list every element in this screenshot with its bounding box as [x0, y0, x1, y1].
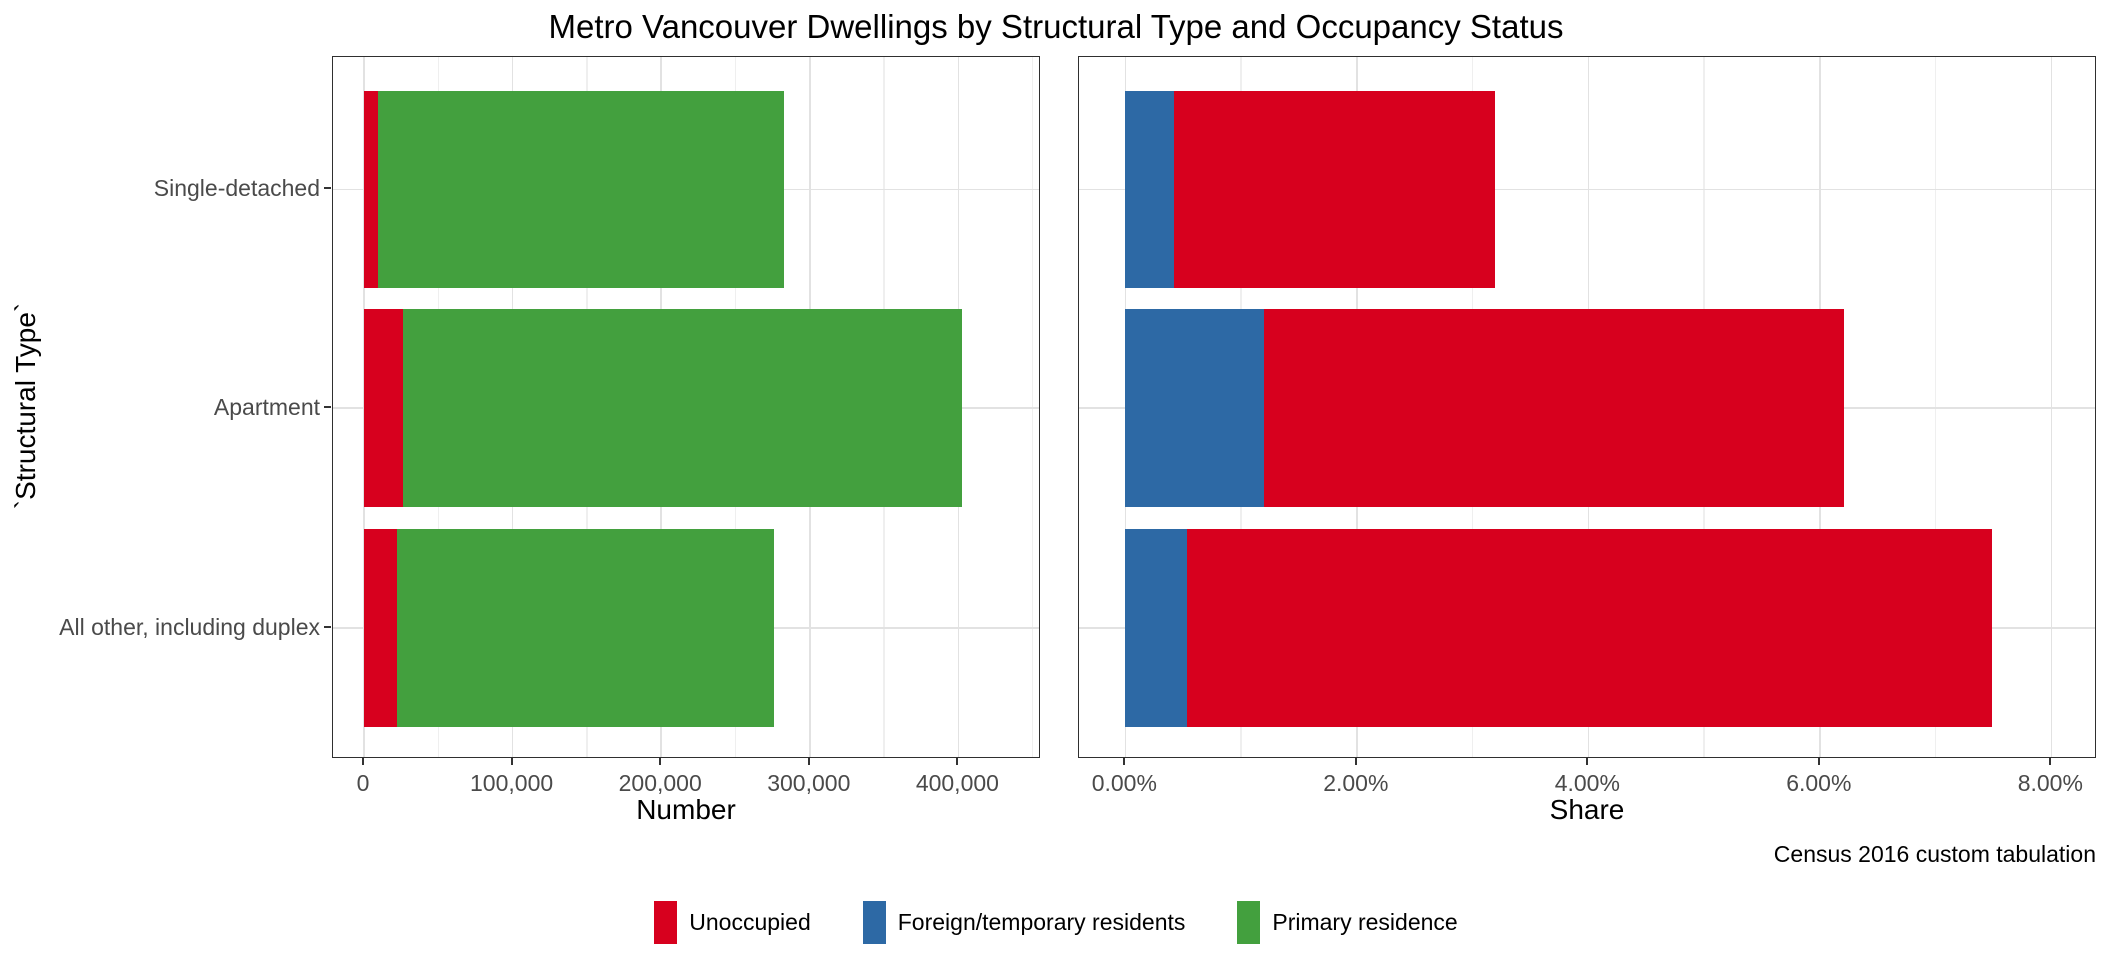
x-tick-mark	[659, 758, 662, 765]
plot-panel-share	[1078, 56, 2096, 758]
y-tick-mark	[324, 187, 331, 190]
chart-caption: Census 2016 custom tabulation	[1773, 841, 2096, 867]
bar-segment	[1125, 529, 1187, 727]
legend-item: Unoccupied	[654, 900, 811, 944]
bar-segment	[1125, 529, 1993, 727]
chart-title: Metro Vancouver Dwellings by Structural …	[548, 8, 1564, 45]
x-tick-mark	[2049, 758, 2052, 765]
gridline-major	[1079, 188, 2095, 191]
legend-swatch	[862, 900, 886, 944]
x-tick-label: 0	[356, 770, 370, 796]
bar-segment	[364, 529, 398, 727]
bar-segment	[364, 309, 962, 507]
x-axis-title-share: Share	[1549, 794, 1625, 825]
x-tick-mark	[956, 758, 959, 765]
y-tick-mark	[324, 626, 331, 628]
legend-label: Foreign/temporary residents	[897, 908, 1186, 935]
bar-segment	[1125, 90, 1174, 289]
x-tick-mark	[807, 758, 810, 765]
x-tick-label: 2.00%	[1323, 770, 1389, 796]
bar-segment	[364, 309, 404, 507]
y-tick-label: All other, including duplex	[59, 614, 320, 640]
legend-swatch	[1237, 900, 1261, 944]
x-tick-label: 200,000	[618, 770, 702, 796]
bar-segment	[364, 90, 785, 289]
x-tick-mark	[362, 758, 364, 765]
y-tick-mark	[324, 406, 331, 408]
legend-label: Unoccupied	[689, 908, 811, 935]
x-tick-label: 8.00%	[2017, 770, 2083, 796]
x-tick-label: 100,000	[470, 770, 554, 796]
x-tick-mark	[1817, 758, 1820, 765]
bar-segment	[364, 529, 775, 727]
legend-swatch	[654, 900, 678, 944]
x-tick-label: 6.00%	[1786, 770, 1852, 796]
x-tick-label: 4.00%	[1554, 770, 1620, 796]
y-tick-label: Apartment	[213, 394, 320, 420]
legend-item: Primary residence	[1237, 900, 1458, 944]
x-tick-mark	[1586, 758, 1589, 765]
gridline-major	[2050, 57, 2053, 757]
plot-panel-number	[332, 56, 1040, 758]
bar-segment	[364, 90, 379, 289]
gridline-minor	[1934, 57, 1937, 757]
x-tick-label: 0.00%	[1091, 770, 1157, 796]
y-tick-label: Single-detached	[153, 175, 320, 202]
x-tick-mark	[510, 758, 513, 765]
legend-label: Primary residence	[1272, 908, 1458, 935]
gridline-minor	[1031, 57, 1034, 757]
gridline-major	[363, 57, 365, 757]
x-tick-label: 300,000	[767, 770, 851, 796]
legend: Unoccupied Foreign/temporary residents Pri…	[0, 898, 2112, 946]
bar-segment	[1125, 309, 1265, 507]
legend-item: Foreign/temporary residents	[862, 900, 1186, 944]
x-axis-title-number: Number	[636, 794, 736, 825]
bar-segment	[1125, 90, 1495, 289]
x-tick-mark	[1354, 758, 1357, 765]
x-tick-label: 400,000	[915, 770, 999, 796]
x-tick-mark	[1123, 758, 1126, 765]
